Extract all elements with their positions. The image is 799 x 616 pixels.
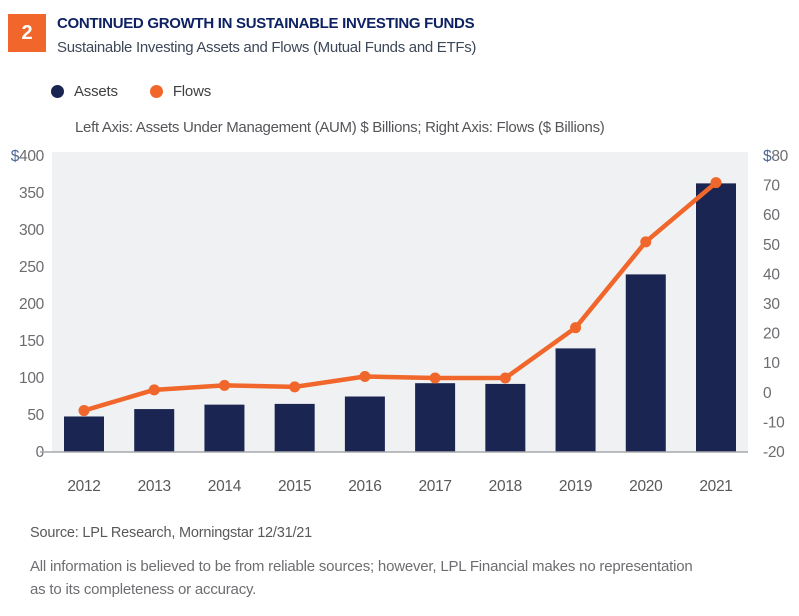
- x-axis-label-2016: 2016: [348, 478, 381, 495]
- right-axis-tick-label: 40: [763, 266, 780, 283]
- left-axis-tick-label: 250: [19, 259, 45, 276]
- assets-bar-2021: [696, 183, 736, 452]
- x-axis-label-2014: 2014: [208, 478, 242, 495]
- axis-note: Left Axis: Assets Under Management (AUM)…: [75, 119, 605, 136]
- assets-legend-label: Assets: [74, 83, 118, 100]
- assets-bar-2014: [204, 404, 245, 452]
- left-axis-tick-label: 150: [19, 333, 45, 350]
- left-axis-tick-label: $400: [11, 148, 45, 165]
- x-axis-label-2012: 2012: [67, 478, 100, 495]
- assets-flows-chart: $400 350 300 250 200 150 100 50 0 $80 70 60 50 40 30 20…: [11, 148, 789, 495]
- disclaimer-line-2: as to its completeness or accuracy.: [30, 580, 257, 598]
- assets-bar-2019: [555, 348, 596, 452]
- chart-area: $400 350 300 250 200 150 100 50 0 $80 70 60 50 40 30 20…: [0, 145, 799, 508]
- assets-bar-2015: [274, 403, 315, 452]
- right-axis-tick-label: -20: [763, 444, 785, 461]
- x-axis-label-2021: 2021: [699, 478, 732, 495]
- header-text: CONTINUED GROWTH IN SUSTAINABLE INVESTIN…: [57, 14, 476, 56]
- assets-bar-2013: [134, 409, 175, 452]
- assets-bar-2018: [485, 383, 526, 452]
- right-axis-tick-label: 10: [763, 355, 780, 372]
- flows-point-2016: [359, 371, 371, 383]
- right-axis-tick-label: 30: [763, 296, 780, 313]
- flows-point-2020: [640, 236, 652, 248]
- right-axis-tick-label: $80: [763, 148, 789, 165]
- flows-legend-dot-icon: [149, 85, 163, 98]
- left-axis-tick-label: 300: [19, 222, 45, 239]
- x-axis-label-2015: 2015: [278, 478, 311, 495]
- right-axis-tick-label: 0: [763, 385, 772, 402]
- right-axis-tick-label: 50: [763, 237, 780, 254]
- assets-bar-2017: [415, 383, 456, 452]
- figure-header: 2 CONTINUED GROWTH IN SUSTAINABLE INVEST…: [8, 14, 799, 56]
- flows-point-2014: [218, 379, 230, 391]
- chart-legend: Assets Flows: [51, 83, 799, 100]
- flows-point-2019: [570, 322, 582, 334]
- x-axis-label-2013: 2013: [138, 478, 171, 495]
- flows-point-2013: [148, 384, 160, 396]
- x-axis-label-2017: 2017: [418, 478, 451, 495]
- left-axis-tick-label: 200: [19, 296, 45, 313]
- figure-number-badge: 2: [8, 14, 46, 52]
- figure-number: 2: [21, 21, 33, 44]
- assets-legend-dot-icon: [51, 85, 64, 98]
- legend-item-flows: Flows: [149, 83, 211, 100]
- left-axis-tick-label: 100: [19, 370, 45, 387]
- flows-point-2015: [289, 381, 301, 393]
- assets-bar-2020: [625, 274, 666, 452]
- page-subtitle: Sustainable Investing Assets and Flows (…: [57, 39, 477, 56]
- legend-item-assets: Assets: [51, 83, 118, 100]
- flows-point-2017: [429, 372, 441, 384]
- x-axis-label-2019: 2019: [559, 478, 592, 495]
- disclaimer: All information is believed to be from r…: [30, 556, 799, 601]
- flows-legend-label: Flows: [172, 83, 211, 100]
- left-axis-tick-label: 50: [27, 407, 44, 424]
- flows-point-2018: [499, 372, 511, 384]
- source-note: Source: LPL Research, Morningstar 12/31/…: [30, 525, 313, 541]
- page-title: CONTINUED GROWTH IN SUSTAINABLE INVESTIN…: [57, 15, 475, 32]
- flows-point-2012: [78, 405, 90, 417]
- assets-bar-2012: [64, 416, 104, 452]
- flows-line: [81, 180, 719, 413]
- disclaimer-line-1: All information is believed to be from r…: [30, 558, 693, 575]
- x-axis-label-2018: 2018: [489, 478, 522, 495]
- x-axis-label-2020: 2020: [629, 478, 663, 495]
- assets-bar-2016: [344, 396, 385, 452]
- right-axis-tick-label: -10: [763, 414, 785, 431]
- right-axis-tick-label: 60: [763, 207, 780, 224]
- right-axis-tick-label: 70: [763, 178, 780, 195]
- flows-point-2021: [710, 177, 722, 189]
- right-axis-tick-label: 20: [763, 326, 780, 343]
- left-axis-tick-label: 350: [19, 185, 45, 202]
